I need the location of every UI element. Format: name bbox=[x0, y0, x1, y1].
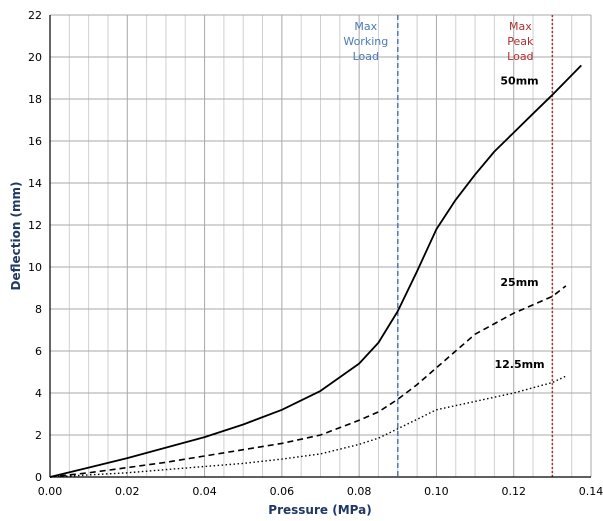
reference-line-label: Working bbox=[343, 35, 388, 48]
x-tick-label: 0.10 bbox=[424, 485, 449, 498]
y-tick-label: 2 bbox=[35, 429, 42, 442]
x-tick-label: 0.06 bbox=[270, 485, 295, 498]
reference-line-label: Max bbox=[354, 20, 377, 33]
minor-grid bbox=[68, 15, 573, 477]
y-axis-title: Deflection (mm) bbox=[9, 181, 23, 290]
axes bbox=[49, 15, 591, 478]
y-tick-label: 6 bbox=[35, 345, 42, 358]
series-label: 50mm bbox=[500, 74, 538, 87]
y-tick-label: 12 bbox=[28, 219, 42, 232]
reference-lines: Max Working Load Max Peak Load bbox=[343, 15, 554, 477]
series-line-25mm bbox=[49, 285, 567, 478]
x-axis-title: Pressure (MPa) bbox=[268, 503, 371, 517]
y-tick-label: 4 bbox=[35, 387, 42, 400]
series-group bbox=[49, 64, 582, 478]
reference-line-label: Load bbox=[507, 50, 533, 63]
y-tick-label: 22 bbox=[28, 9, 42, 22]
reference-line-label: Max bbox=[509, 20, 532, 33]
y-tick-label: 10 bbox=[28, 261, 42, 274]
x-tick-labels: 0.00 0.02 0.04 0.06 0.08 0.10 0.12 0.14 bbox=[38, 485, 603, 498]
y-tick-label: 8 bbox=[35, 303, 42, 316]
y-tick-label: 18 bbox=[28, 93, 42, 106]
y-tick-label: 0 bbox=[35, 471, 42, 484]
x-tick-label: 0.04 bbox=[192, 485, 217, 498]
series-labels: 50mm 25mm 12.5mm bbox=[494, 74, 544, 371]
x-tick-label: 0.02 bbox=[115, 485, 140, 498]
y-tick-labels: 0 2 4 6 8 10 12 14 16 18 20 22 bbox=[28, 9, 42, 484]
x-tick-label: 0.14 bbox=[579, 485, 603, 498]
series-line-50mm bbox=[49, 64, 582, 478]
y-tick-label: 16 bbox=[28, 135, 42, 148]
y-tick-label: 14 bbox=[28, 177, 42, 190]
x-tick-label: 0.00 bbox=[38, 485, 63, 498]
series-line-12-5mm bbox=[49, 375, 567, 478]
reference-line-label: Load bbox=[353, 50, 379, 63]
series-label: 25mm bbox=[500, 276, 538, 289]
series-label: 12.5mm bbox=[494, 358, 544, 371]
x-tick-label: 0.08 bbox=[347, 485, 372, 498]
x-tick-label: 0.12 bbox=[501, 485, 526, 498]
y-tick-label: 20 bbox=[28, 51, 42, 64]
reference-line-label: Peak bbox=[507, 35, 534, 48]
